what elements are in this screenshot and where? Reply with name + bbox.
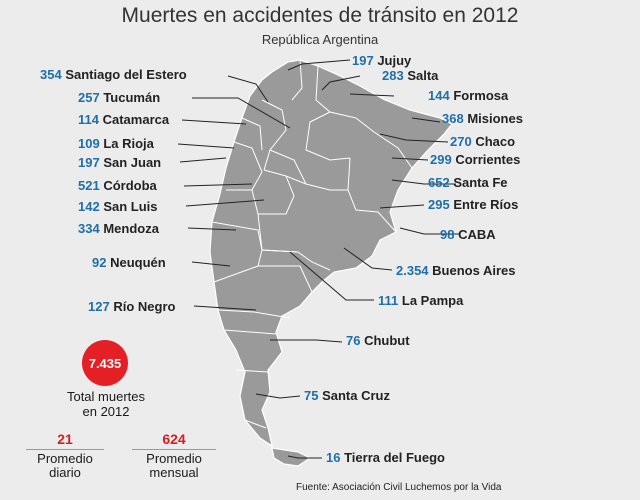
label-name: San Luis (103, 199, 158, 214)
total-label-line1: Total muertes (66, 389, 146, 404)
label-santiago-del-estero: 354 Santiago del Estero (40, 67, 187, 83)
label-rio-negro: 127 Río Negro (88, 299, 175, 315)
label-value: 354 (40, 67, 62, 82)
label-name: La Rioja (103, 136, 154, 151)
monthly-average-value: 624 (162, 431, 186, 447)
label-neuquen: 92 Neuquén (92, 255, 166, 271)
label-value: 144 (428, 88, 450, 103)
label-name: Mendoza (103, 221, 159, 236)
label-value: 283 (382, 68, 404, 83)
total-label: Total muertes en 2012 (54, 389, 158, 419)
label-name: Tucumán (103, 90, 161, 105)
label-value: 257 (78, 90, 100, 105)
label-value: 76 (346, 333, 361, 348)
label-tucuman: 257 Tucumán (78, 90, 160, 106)
label-la-pampa: 111 La Pampa (378, 293, 463, 309)
label-value: 270 (450, 134, 472, 149)
daily-average: 21 Promedio diario (26, 431, 104, 480)
label-buenos-aires: 2.354 Buenos Aires (396, 263, 516, 279)
label-name: Santiago del Estero (65, 67, 187, 82)
label-value: 75 (304, 388, 319, 403)
label-santa-fe: 652 Santa Fe (428, 175, 508, 191)
monthly-average: 624 Promedio mensual (132, 431, 216, 480)
label-misiones: 368 Misiones (442, 111, 523, 127)
label-name: San Juan (103, 155, 162, 170)
label-corrientes: 299 Corrientes (430, 152, 520, 168)
monthly-average-line2: mensual (149, 465, 199, 480)
label-santa-cruz: 75 Santa Cruz (304, 388, 390, 404)
daily-average-line2: diario (49, 465, 81, 480)
leader-lines (177, 59, 460, 459)
label-name: Córdoba (103, 178, 157, 193)
label-la-rioja: 109 La Rioja (78, 136, 154, 152)
label-value: 98 (440, 227, 455, 242)
label-chubut: 76 Chubut (346, 333, 410, 349)
label-value: 111 (378, 293, 399, 308)
label-value: 16 (326, 450, 341, 465)
label-name: Catamarca (102, 112, 170, 127)
map-borders (211, 59, 413, 429)
label-value: 368 (442, 111, 464, 126)
label-name: La Pampa (401, 293, 464, 308)
divider (26, 449, 104, 450)
label-name: CABA (458, 227, 496, 242)
label-name: Neuquén (110, 255, 166, 270)
label-name: Santa Fe (453, 175, 508, 190)
label-value: 127 (88, 299, 110, 314)
label-value: 92 (92, 255, 107, 270)
label-name: Tierra del Fuego (344, 450, 445, 465)
label-salta: 283 Salta (382, 68, 438, 84)
page-title: Muertes en accidentes de tránsito en 201… (121, 4, 519, 27)
label-value: 299 (430, 152, 452, 167)
label-chaco: 270 Chaco (450, 134, 515, 150)
source-note: Fuente: Asociación Civil Luchemos por la… (296, 482, 502, 493)
label-tierra-del-fuego: 16 Tierra del Fuego (326, 450, 445, 466)
total-label-line2: en 2012 (82, 404, 130, 419)
label-formosa: 144 Formosa (428, 88, 508, 104)
label-name: Río Negro (113, 299, 176, 314)
label-value: 2.354 (396, 263, 429, 278)
label-name: Entre Ríos (453, 197, 519, 212)
label-value: 295 (428, 197, 450, 212)
label-catamarca: 114 Catamarca (78, 112, 169, 128)
label-name: Corrientes (455, 152, 521, 167)
label-name: Formosa (453, 88, 509, 103)
label-san-juan: 197 San Juan (78, 155, 161, 171)
label-name: Jujuy (377, 53, 412, 68)
label-value: 109 (78, 136, 100, 151)
label-name: Buenos Aires (432, 263, 516, 278)
label-value: 197 (78, 155, 100, 170)
label-name: Chubut (364, 333, 410, 348)
monthly-average-line1: Promedio (146, 451, 202, 466)
label-cordoba: 521 Córdoba (78, 178, 157, 194)
label-san-luis: 142 San Luis (78, 199, 158, 215)
map-mainland (209, 59, 453, 448)
daily-average-line1: Promedio (37, 451, 93, 466)
label-value: 334 (78, 221, 100, 236)
label-name: Santa Cruz (322, 388, 390, 403)
divider (132, 449, 216, 450)
page-subtitle: República Argentina (261, 32, 379, 47)
label-name: Chaco (475, 134, 516, 149)
label-value: 114 (78, 112, 99, 127)
label-value: 142 (78, 199, 100, 214)
daily-average-value: 21 (57, 431, 73, 447)
label-name: Salta (407, 68, 439, 83)
label-jujuy: 197 Jujuy (352, 53, 411, 69)
label-value: 197 (352, 53, 374, 68)
label-mendoza: 334 Mendoza (78, 221, 159, 237)
total-badge: 7.435 (82, 340, 128, 386)
label-value: 521 (78, 178, 100, 193)
label-entre-rios: 295 Entre Ríos (428, 197, 518, 213)
label-caba: 98 CABA (440, 227, 496, 243)
label-name: Misiones (467, 111, 523, 126)
label-value: 652 (428, 175, 450, 190)
